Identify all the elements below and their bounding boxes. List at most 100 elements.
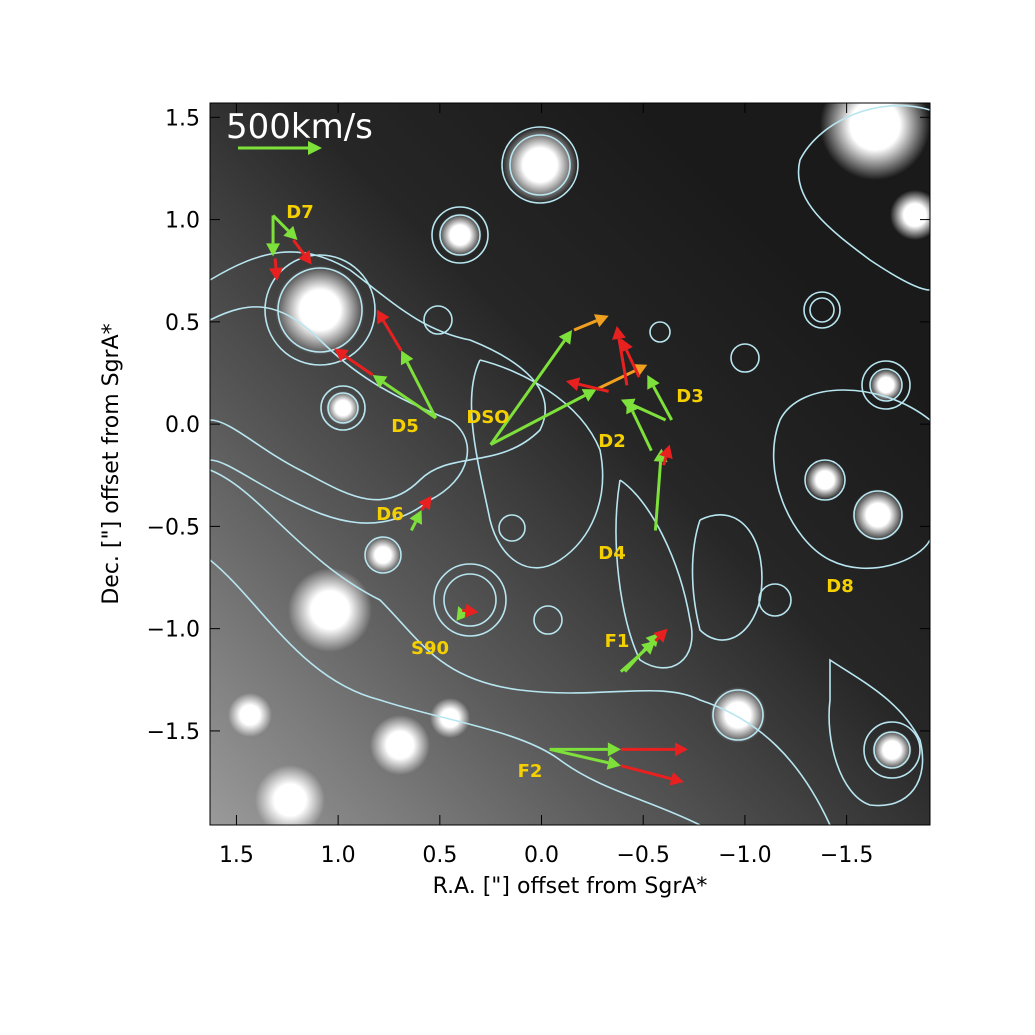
arrow-shaft	[549, 747, 609, 765]
velocity-arrow	[418, 495, 432, 511]
velocity-vectors: D7 D5 DSO D2 D3 D6 D4 D8 S90 F1 F2	[266, 202, 854, 786]
y-tick-label: −1.0	[147, 618, 200, 643]
velocity-arrow	[372, 375, 437, 420]
arrow-head	[283, 225, 298, 241]
velocity-arrow	[573, 314, 609, 332]
arrow-head	[581, 389, 597, 402]
contours	[210, 104, 930, 825]
velocity-arrow	[409, 510, 423, 532]
velocity-arrow	[549, 742, 621, 757]
arrow-shaft	[382, 319, 403, 352]
source-label: D5	[391, 416, 418, 437]
arrow-head	[266, 243, 281, 257]
velocity-arrow	[626, 399, 653, 452]
arrow-shaft	[271, 214, 290, 232]
arrow-shaft	[652, 385, 674, 421]
velocity-arrow	[647, 375, 674, 421]
arrow-shaft	[343, 354, 374, 377]
arrow-head	[647, 375, 660, 390]
arrow-shaft	[595, 369, 637, 391]
arrow-shaft	[405, 361, 438, 419]
arrow-head	[607, 742, 621, 757]
velocity-arrow	[565, 377, 609, 393]
arrow-head	[334, 348, 349, 362]
arrow-head	[620, 338, 633, 353]
arrow-shaft	[620, 764, 672, 781]
velocity-arrow	[456, 606, 470, 621]
velocity-arrow	[334, 348, 374, 377]
x-tick-label: 1.5	[219, 843, 254, 868]
image-background	[210, 103, 930, 825]
velocity-arrow	[489, 389, 597, 446]
source-label: DSO	[466, 407, 509, 428]
stars	[228, 103, 930, 825]
arrow-head	[641, 640, 656, 655]
velocity-arrow	[612, 325, 629, 386]
axes: 1.5 1.0 0.5 0.0 −0.5 −1.0 −1.5 1.5 1.0 0.5 0.0 −0.5…	[147, 103, 930, 868]
source-label: D7	[286, 202, 313, 223]
arrow-shaft	[623, 641, 652, 673]
arrow-head	[418, 495, 432, 511]
arrow-head	[372, 375, 388, 389]
velocity-arrow	[292, 239, 312, 265]
arrow-shaft	[653, 461, 663, 531]
y-axis-label: Dec. ["] offset from SgrA*	[99, 323, 124, 604]
arrow-shaft	[382, 381, 437, 420]
arrow-head	[593, 314, 609, 328]
y-tick-label: −0.5	[147, 515, 200, 540]
y-tick-label: 1.0	[165, 209, 200, 234]
arrow-head	[456, 606, 470, 621]
x-axis-label: R.A. ["] offset from SgrA*	[433, 874, 708, 899]
y-tick-label: 1.5	[165, 106, 200, 131]
velocity-arrow	[549, 747, 621, 770]
velocity-arrow	[376, 309, 403, 352]
source-label: F1	[605, 631, 630, 652]
arrow-shaft	[489, 339, 566, 446]
x-tick-label: 0.0	[524, 843, 559, 868]
velocity-arrow	[595, 364, 648, 391]
arrow-shaft	[632, 403, 667, 422]
arrow-shaft	[625, 349, 641, 378]
arrow-shaft	[292, 239, 306, 256]
arrow-shaft	[489, 394, 586, 446]
x-tick-label: −0.5	[617, 843, 670, 868]
x-tick-label: 0.5	[422, 843, 457, 868]
arrow-head	[659, 444, 673, 460]
arrow-head	[645, 632, 660, 648]
velocity-arrow	[620, 338, 641, 378]
x-tick-label: −1.0	[718, 843, 771, 868]
velocity-arrow	[623, 632, 660, 673]
arrow-shaft	[617, 338, 629, 386]
velocity-arrow	[271, 214, 298, 241]
y-tick-label: −1.5	[147, 720, 200, 745]
velocity-arrow	[400, 350, 438, 419]
scale-arrow-head	[308, 141, 322, 155]
scale-label: 500km/s	[226, 107, 373, 147]
source-label: D4	[598, 543, 625, 564]
arrow-head	[612, 325, 626, 340]
velocity-arrow	[268, 258, 283, 281]
arrow-head	[565, 377, 581, 391]
arrow-head	[606, 755, 621, 770]
sky-image	[210, 103, 930, 825]
source-label: F2	[518, 761, 543, 782]
arrow-head	[674, 742, 688, 757]
arrow-shaft	[662, 456, 668, 466]
velocity-arrow	[620, 764, 684, 786]
velocity-arrow	[462, 603, 479, 618]
velocity-arrow	[266, 215, 281, 257]
velocity-arrow	[653, 628, 668, 643]
arrow-shaft	[273, 258, 278, 269]
arrow-head	[376, 309, 390, 325]
x-tick-label: 1.0	[321, 843, 356, 868]
arrow-head	[409, 510, 423, 525]
arrow-head	[669, 772, 684, 786]
arrow-head	[268, 267, 283, 281]
source-label: D6	[376, 504, 403, 525]
arrow-shaft	[654, 636, 660, 642]
y-tick-label: 0.0	[165, 413, 200, 438]
arrow-shaft	[631, 410, 653, 452]
arrow-shaft	[578, 382, 609, 393]
velocity-arrow	[659, 444, 673, 466]
